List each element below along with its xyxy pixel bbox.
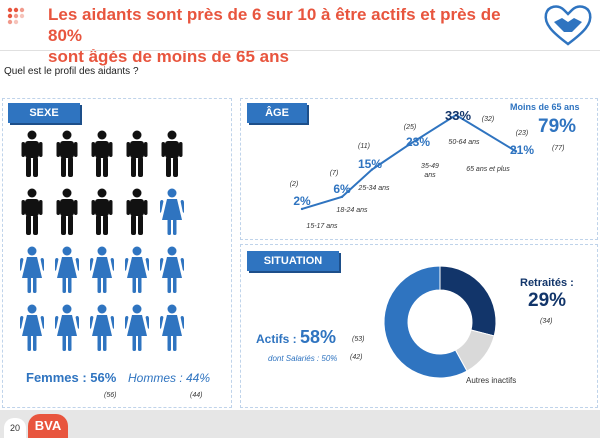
woman-icon [55,304,79,351]
man-icon [21,130,43,177]
question-text: Quel est le profil des aidants ? [4,66,139,77]
retraites-pct: 29% [528,290,567,311]
age-group-label: 18-24 ans [336,207,368,214]
situation-tab: SITUATION [247,251,339,271]
age-group-label: 35-49 [421,163,439,170]
actifs-count: (53) [352,336,365,343]
age-tab: ÂGE [247,103,307,123]
age-pct-label: 15% [358,157,382,171]
under65-text: Moins de 65 ans [510,102,580,112]
title-line-1: Les aidants sont près de 6 sur 10 à être… [48,5,501,45]
age-group-label: 15-17 ans [306,223,338,230]
age-pct-label: 2% [293,194,311,208]
footer [0,410,600,438]
under65-pct: 79% [538,116,577,137]
age-chart: 2% (2) 15-17 ans 6% (7) 18-24 ans 15% (11) 25-34… [290,108,535,230]
under65-count: (77) [552,145,565,152]
age-point [514,150,518,153]
salaries-count: (42) [350,354,363,361]
woman-icon [55,246,79,293]
salaries-label: dont Salariés : 50% [268,354,338,363]
woman-icon [125,246,149,293]
woman-icon [160,188,184,235]
retraites-label: Retraités : [520,277,574,289]
autres-label: Autres inactifs [466,376,517,385]
situation-donut [383,265,497,379]
man-icon [56,130,78,177]
age-point [370,168,374,171]
age-count-label: (32) [482,116,494,123]
age-pct-label: 33% [445,108,471,123]
woman-icon [160,304,184,351]
title-line-2: sont âgés de moins de 65 ans [48,47,289,66]
man-icon [91,130,113,177]
donut-slice [383,265,468,379]
woman-icon [90,246,114,293]
woman-icon [90,304,114,351]
female-share: Femmes : 56% [26,370,117,385]
handshake-heart-icon [544,5,592,46]
age-count-label: (23) [516,130,528,137]
actifs-text: Actifs : [256,332,301,346]
woman-icon [125,304,149,351]
man-icon [91,188,113,235]
age-count-label: (25) [404,124,416,131]
page-number: 20 [4,418,26,438]
age-point [406,144,410,147]
woman-icon [160,246,184,293]
age-count-label: (2) [290,181,299,188]
title-divider [0,50,600,51]
male-count: (44) [190,392,203,399]
man-icon [126,130,148,177]
woman-icon [20,246,44,293]
page-title: Les aidants sont près de 6 sur 10 à être… [48,4,538,67]
age-pct-label: 21% [510,143,534,157]
man-icon [56,188,78,235]
age-group-label: 65 ans et plus [466,166,510,173]
actifs-label: Actifs : 58% [256,327,336,348]
people-grid [20,130,220,358]
age-point [300,207,304,211]
retraites-count: (34) [540,318,553,325]
under65-label: Moins de 65 ans [510,102,580,112]
age-pct-label: 6% [333,182,351,196]
woman-icon [20,304,44,351]
donut-slice [439,265,497,337]
man-icon [126,188,148,235]
age-pct-label: 23% [406,135,430,149]
man-icon [161,130,183,177]
dots-grid-icon [7,7,25,25]
female-count: (56) [104,392,117,399]
age-point [340,195,344,199]
man-icon [21,188,43,235]
age-group-label: ans [424,172,436,179]
sexe-tab: SEXE [8,103,80,123]
female-label: Femmes : 56% [26,370,116,385]
age-group-label: 50-64 ans [448,139,480,146]
age-count-label: (11) [358,143,370,150]
age-count-label: (7) [330,170,339,177]
actifs-pct: 58% [300,327,337,347]
age-line [301,113,517,210]
age-point [454,113,458,117]
age-group-label: 25-34 ans [357,185,390,192]
male-share: Hommes : 44% [128,371,211,385]
title-bar: Les aidants sont près de 6 sur 10 à être… [0,0,600,66]
brand-logo: BVA [28,414,68,438]
